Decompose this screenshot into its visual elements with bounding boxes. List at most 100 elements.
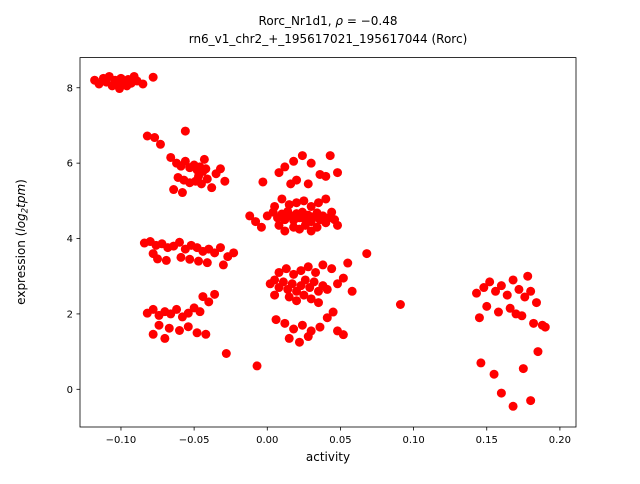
data-point <box>174 326 184 336</box>
data-point <box>194 171 204 181</box>
data-point <box>160 333 170 343</box>
data-point <box>270 275 280 285</box>
chart-title-suffix: = −0.48 <box>343 14 397 28</box>
data-point <box>215 164 225 174</box>
y-label-prefix: expression ( <box>14 232 28 305</box>
data-point <box>274 168 284 178</box>
data-point <box>294 337 304 347</box>
data-point <box>303 179 313 189</box>
data-point <box>292 198 302 208</box>
data-point <box>338 330 348 340</box>
scatter-points <box>90 71 550 411</box>
data-point <box>164 323 174 333</box>
data-point <box>327 207 337 217</box>
data-point <box>148 304 158 314</box>
chart-subtitle: rn6_v1_chr2_+_195617021_195617044 (Rorc) <box>189 32 468 46</box>
y-tick-label: 4 <box>67 234 73 245</box>
data-point <box>245 211 255 221</box>
data-point <box>508 275 518 285</box>
data-point <box>280 318 290 328</box>
data-point <box>220 176 230 186</box>
y-label-subscript: 2 <box>21 208 31 213</box>
data-point <box>508 401 518 411</box>
data-point <box>318 260 328 270</box>
data-point <box>148 329 158 339</box>
data-point <box>280 226 290 236</box>
data-point <box>252 361 262 371</box>
data-point <box>306 158 316 168</box>
data-point <box>183 322 193 332</box>
data-point <box>258 177 268 187</box>
data-point <box>280 162 290 172</box>
data-point <box>138 79 148 89</box>
data-point <box>221 348 231 358</box>
y-tick-label: 6 <box>67 159 73 170</box>
data-point <box>511 309 521 319</box>
x-tick-label: −0.10 <box>106 435 137 446</box>
y-axis-label: expression (log2tpm) <box>14 179 31 305</box>
data-point <box>300 275 310 285</box>
data-point <box>338 273 348 283</box>
data-point <box>333 279 343 289</box>
data-point <box>271 315 281 325</box>
data-point <box>207 183 217 193</box>
data-point <box>198 292 208 302</box>
data-point <box>229 248 239 258</box>
y-label-suffix: ) <box>14 179 28 184</box>
data-point <box>489 369 499 379</box>
data-point <box>172 304 182 314</box>
chart-title-prefix: Rorc_Nr1d1, <box>259 14 336 28</box>
data-point <box>277 194 287 204</box>
data-point <box>315 322 325 332</box>
data-point <box>155 139 165 149</box>
data-point <box>278 277 288 287</box>
data-point <box>347 286 357 296</box>
data-point <box>199 154 209 164</box>
data-point <box>289 156 299 166</box>
data-point <box>218 260 228 270</box>
y-label-log: log <box>14 213 28 232</box>
data-point <box>306 294 316 304</box>
data-point <box>166 152 176 162</box>
data-point <box>192 328 202 338</box>
x-tick-label: 0.20 <box>549 435 571 446</box>
x-tick-label: 0.10 <box>402 435 424 446</box>
data-point <box>479 283 489 293</box>
data-point <box>505 303 515 313</box>
x-tick-label: 0.15 <box>476 435 498 446</box>
y-label-tpm: tpm <box>14 184 28 208</box>
data-point <box>303 262 313 272</box>
data-point <box>395 299 405 309</box>
data-point <box>286 179 296 189</box>
data-point <box>284 292 294 302</box>
data-point <box>148 249 158 259</box>
rho-symbol: ρ <box>335 14 343 28</box>
data-point <box>474 313 484 323</box>
data-point <box>299 290 309 300</box>
data-point <box>476 358 486 368</box>
data-point <box>180 156 190 166</box>
data-point <box>180 126 190 136</box>
x-tick-label: 0.05 <box>329 435 351 446</box>
data-point <box>115 84 125 94</box>
data-point <box>518 364 528 374</box>
x-tick-label: −0.05 <box>179 435 210 446</box>
data-point <box>526 396 536 406</box>
data-point <box>312 222 322 232</box>
data-point <box>313 298 323 308</box>
data-point <box>256 222 266 232</box>
data-point <box>251 217 261 227</box>
data-point <box>362 249 372 259</box>
data-point <box>150 133 160 143</box>
data-point <box>526 286 536 296</box>
data-point <box>161 255 171 265</box>
data-point <box>289 269 299 279</box>
data-point <box>485 277 495 287</box>
data-point <box>210 248 220 258</box>
data-point <box>311 267 321 277</box>
data-point <box>491 286 501 296</box>
data-point <box>482 301 492 311</box>
data-point <box>502 290 512 300</box>
